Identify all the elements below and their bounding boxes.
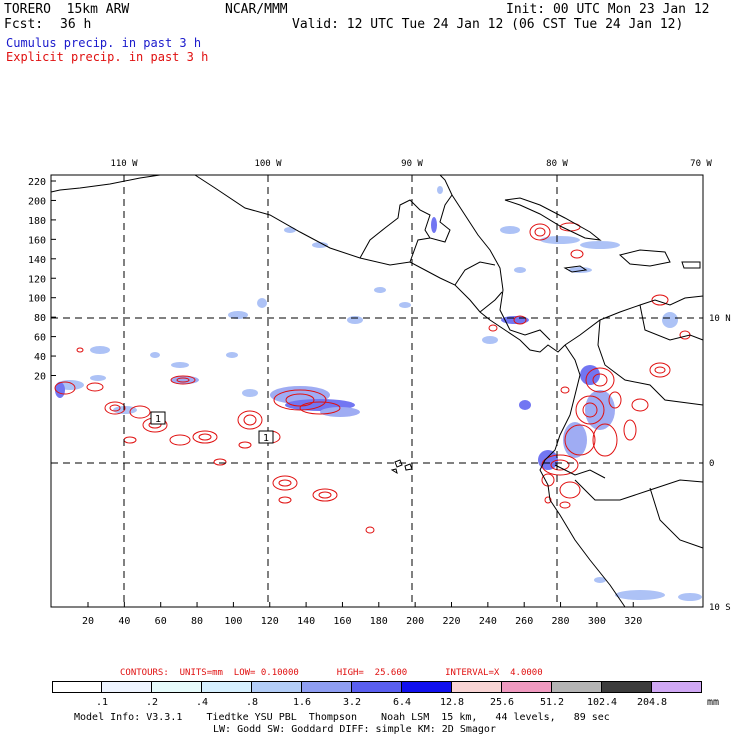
colorbar-level-label: .4 xyxy=(195,697,209,708)
x-tick-label: 160 xyxy=(333,616,351,627)
valid-time: Valid: 12 UTC Tue 24 Jan 12 (06 CST Tue … xyxy=(292,17,684,32)
map-frame xyxy=(50,174,704,608)
physics-info: LW: Godd SW: Goddard DIFF: simple KM: 2D… xyxy=(213,724,496,735)
colorbar-level-label: 102.4 xyxy=(586,697,618,708)
x-axis-ticks: 20 40 60 80 100 120 140 160 180 200 220 240 260 280 30… xyxy=(82,602,642,627)
longitude-labels: 110 W 100 W 90 W 80 W 70 W xyxy=(110,159,712,169)
legend-explicit: Explicit precip. in past 3 h xyxy=(6,50,209,64)
colorbar-swatch xyxy=(452,681,502,693)
model-title: TORERO 15km ARW xyxy=(4,2,130,17)
colorbar-level-label: .8 xyxy=(245,697,259,708)
x-tick-label: 260 xyxy=(515,616,533,627)
explicit-precip xyxy=(54,222,691,534)
coastlines xyxy=(50,174,704,608)
y-axis-ticks: 220 200 180 160 140 120 100 80 60 40 20 xyxy=(28,177,56,383)
lat-label: 10 S xyxy=(709,603,731,613)
colorbar-swatch xyxy=(102,681,152,693)
colorbar-unit: mm xyxy=(707,697,720,708)
forecast-hour: 36 h xyxy=(60,17,92,32)
x-tick-label: 120 xyxy=(261,616,279,627)
colorbar-level-label: 51.2 xyxy=(539,697,565,708)
lon-label: 70 W xyxy=(690,159,712,169)
x-tick-label: 200 xyxy=(406,616,424,627)
x-tick-label: 220 xyxy=(442,616,460,627)
y-tick-label: 80 xyxy=(34,313,46,324)
colorbar-level-label: 204.8 xyxy=(636,697,668,708)
colorbar-frame xyxy=(52,681,702,693)
colorbar-level-label: 12.8 xyxy=(439,697,465,708)
x-tick-label: 100 xyxy=(224,616,242,627)
colorbar-level-label: .2 xyxy=(145,697,159,708)
x-tick-label: 280 xyxy=(552,616,570,627)
y-tick-label: 200 xyxy=(28,196,46,207)
colorbar-level-label: 3.2 xyxy=(342,697,362,708)
colorbar-swatch xyxy=(52,681,102,693)
x-tick-label: 140 xyxy=(297,616,315,627)
contours-info: CONTOURS: UNITS=mm LOW= 0.10000 HIGH= 25… xyxy=(120,668,543,678)
y-tick-label: 120 xyxy=(28,274,46,285)
x-tick-label: 240 xyxy=(479,616,497,627)
y-tick-label: 40 xyxy=(34,352,46,363)
lat-label: 0 xyxy=(709,459,714,469)
y-tick-label: 160 xyxy=(28,235,46,246)
lon-label: 90 W xyxy=(401,159,423,169)
colorbar-swatch xyxy=(202,681,252,693)
model-info: Model Info: V3.3.1 Tiedtke YSU PBL Thomp… xyxy=(74,712,610,723)
legend-cumulus: Cumulus precip. in past 3 h xyxy=(6,36,202,50)
x-tick-label: 300 xyxy=(588,616,606,627)
colorbar-swatch xyxy=(152,681,202,693)
marker-label: 1 xyxy=(263,433,269,444)
lon-label: 110 W xyxy=(110,159,138,169)
x-tick-label: 180 xyxy=(370,616,388,627)
colorbar-level-label: 1.6 xyxy=(292,697,312,708)
organization: NCAR/MMM xyxy=(225,2,288,17)
lon-label: 80 W xyxy=(546,159,568,169)
x-tick-label: 80 xyxy=(191,616,203,627)
colorbar-swatch xyxy=(602,681,652,693)
y-tick-label: 20 xyxy=(34,372,46,383)
colorbar-level-label: .1 xyxy=(95,697,109,708)
colorbar-swatch xyxy=(552,681,602,693)
graticule xyxy=(51,175,703,607)
x-tick-label: 20 xyxy=(82,616,94,627)
marker-box-1 xyxy=(150,411,166,425)
y-tick-label: 140 xyxy=(28,255,46,266)
marker-box-2 xyxy=(258,430,274,444)
colorbar-swatch xyxy=(352,681,402,693)
lat-label: 10 N xyxy=(709,314,731,324)
colorbar-swatch xyxy=(502,681,552,693)
y-tick-label: 220 xyxy=(28,177,46,188)
x-tick-label: 320 xyxy=(624,616,642,627)
colorbar-swatch xyxy=(302,681,352,693)
init-time: Init: 00 UTC Mon 23 Jan 12 xyxy=(506,2,710,17)
forecast-label: Fcst: xyxy=(4,17,44,32)
y-tick-label: 180 xyxy=(28,216,46,227)
lon-label: 100 W xyxy=(254,159,282,169)
latitude-labels: 10 N 0 10 S xyxy=(709,314,731,613)
colorbar-swatch xyxy=(252,681,302,693)
y-tick-label: 60 xyxy=(34,333,46,344)
marker-label: 1 xyxy=(155,414,161,425)
x-tick-label: 60 xyxy=(155,616,167,627)
cumulus-precip xyxy=(55,186,702,601)
x-tick-label: 40 xyxy=(118,616,130,627)
colorbar-level-label: 25.6 xyxy=(489,697,515,708)
colorbar-swatch xyxy=(402,681,452,693)
y-tick-label: 100 xyxy=(28,294,46,305)
colorbar-level-label: 6.4 xyxy=(392,697,412,708)
